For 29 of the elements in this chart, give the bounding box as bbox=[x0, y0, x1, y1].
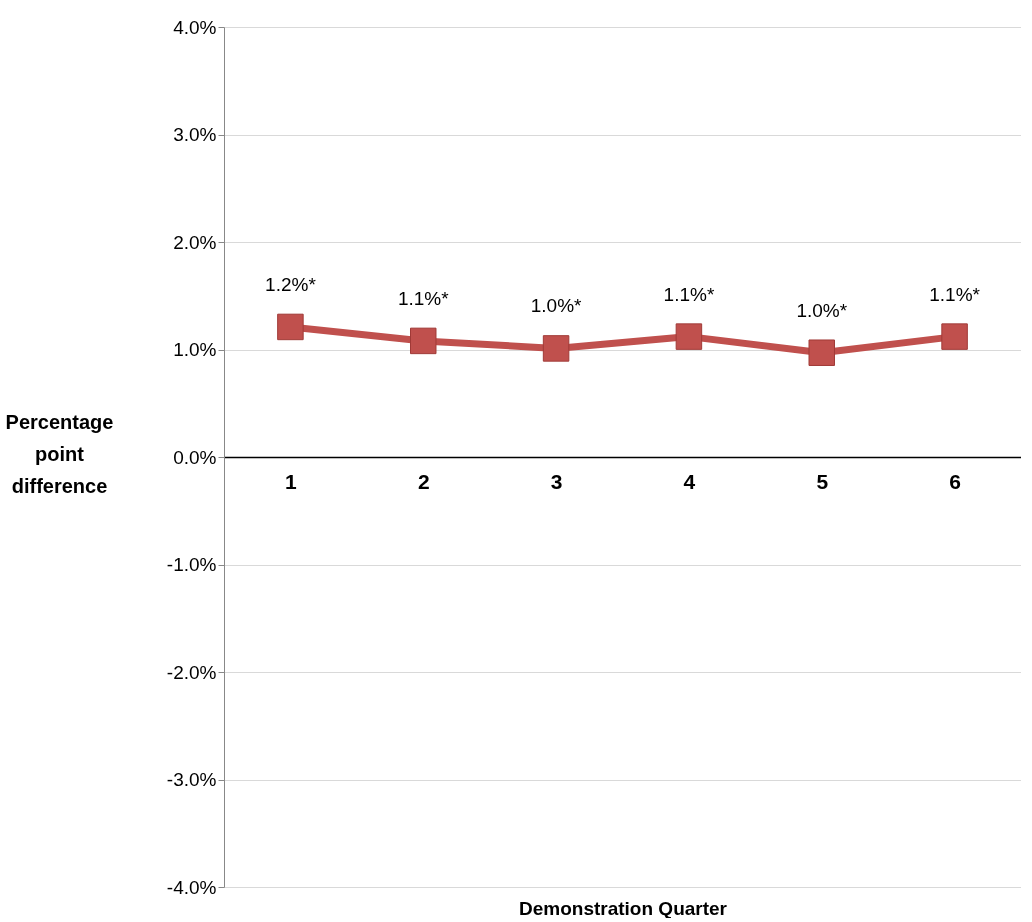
y-tick-label: 0.0% bbox=[173, 446, 217, 468]
y-tick-label: -1.0% bbox=[166, 554, 217, 575]
y-tick-label: -3.0% bbox=[166, 769, 217, 790]
point bbox=[675, 323, 703, 350]
x-tick-label: 5 bbox=[816, 469, 829, 493]
x-tick-label: 2 bbox=[417, 469, 430, 493]
x-tick-label: 6 bbox=[949, 469, 961, 493]
data-label: 1.0%* bbox=[796, 299, 848, 321]
y-tick-label: 3.0% bbox=[173, 124, 217, 145]
data-label: 1.2%* bbox=[265, 273, 317, 295]
point bbox=[808, 339, 835, 366]
y-tick-label: 4.0% bbox=[173, 16, 217, 38]
x-tick-label: 3 bbox=[550, 469, 563, 493]
x-tick-label: 4 bbox=[683, 469, 696, 493]
point bbox=[410, 327, 437, 355]
data-label: 1.1%* bbox=[397, 287, 450, 309]
y-tick-label: -2.0% bbox=[166, 661, 217, 683]
point bbox=[941, 323, 968, 350]
y-tick-label: 2.0% bbox=[173, 231, 217, 253]
data-label: 1.1%* bbox=[929, 283, 981, 305]
data-label: 1.0%* bbox=[530, 295, 583, 317]
y-tick-label: -4.0% bbox=[166, 876, 217, 898]
x-tick-label: 1 bbox=[285, 469, 298, 493]
point bbox=[277, 313, 304, 341]
x-axis-title: Demonstration Quarter bbox=[519, 897, 728, 919]
point bbox=[542, 335, 570, 362]
data-label: 1.1%* bbox=[663, 283, 715, 305]
y-axis-title: Percentage point difference bbox=[5, 410, 114, 497]
y-tick-label: 1.0% bbox=[173, 339, 217, 360]
